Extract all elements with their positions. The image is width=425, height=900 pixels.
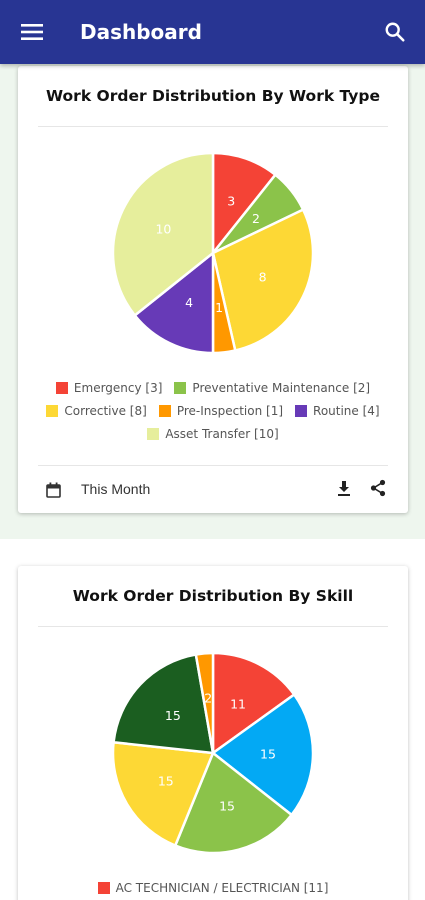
divider	[38, 626, 388, 627]
app-bar: Dashboard	[0, 0, 425, 64]
card-footer: This Month	[18, 466, 408, 512]
period-label[interactable]: This Month	[81, 481, 151, 497]
slice-value-label: 2	[204, 691, 212, 706]
legend-swatch	[174, 381, 187, 394]
card-title: Work Order Distribution By Skill	[72, 587, 354, 605]
share-icon[interactable]	[369, 479, 387, 497]
legend-swatch	[55, 381, 68, 394]
slice-value-label: 8	[259, 269, 267, 284]
skill-legend: AC TECHNICIAN / ELECTRICIAN [11]	[18, 876, 408, 899]
pie-slice[interactable]	[111, 151, 215, 318]
legend-row: Emergency [3] Preventative Maintenance [2…	[18, 376, 408, 399]
pie-slice[interactable]	[210, 692, 315, 817]
legend-item[interactable]: AC TECHNICIAN / ELECTRICIAN [11]	[97, 880, 329, 895]
slice-value-label: 2	[252, 211, 260, 226]
legend-label: Emergency [3]	[73, 380, 163, 395]
search-icon	[385, 22, 405, 42]
work-type-legend: Emergency [3] Preventative Maintenance [2…	[18, 376, 408, 445]
legend-label: Pre-Inspection [1]	[176, 403, 284, 418]
legend-label: AC TECHNICIAN / ELECTRICIAN [11]	[115, 880, 329, 895]
pie-slice[interactable]	[211, 207, 315, 352]
divider	[38, 465, 388, 466]
legend-swatch	[158, 404, 171, 417]
legend-swatch	[295, 404, 308, 417]
legend-item[interactable]: Routine [4]	[295, 404, 380, 418]
pie-slice[interactable]	[133, 250, 215, 355]
dashboard-scroll[interactable]: Work Order Distribution By Work Type 3 2 8…	[0, 64, 425, 900]
legend-row: Asset Transfer [10]	[18, 422, 408, 445]
pie-slice[interactable]	[111, 740, 215, 848]
page-title: Dashboard	[80, 20, 202, 44]
legend-swatch	[97, 881, 110, 894]
slice-value-label: 11	[230, 697, 246, 712]
legend-label: Asset Transfer [10]	[165, 426, 279, 441]
skill-pie-chart[interactable]: 11 15 15 15 15 2	[110, 650, 316, 856]
slice-value-label: 10	[155, 222, 171, 237]
legend-swatch	[46, 404, 59, 417]
slice-value-label: 15	[158, 774, 174, 789]
search-button[interactable]	[365, 0, 425, 64]
pie-slice[interactable]	[211, 151, 278, 257]
legend-label: Routine [4]	[313, 403, 380, 418]
legend-item[interactable]: Preventative Maintenance [2]	[174, 381, 370, 395]
slice-value-label: 4	[185, 295, 193, 310]
menu-button[interactable]	[0, 0, 64, 64]
slice-value-label: 15	[165, 708, 181, 723]
legend-item[interactable]: Emergency [3]	[55, 380, 163, 395]
legend-row: Corrective [8] Pre-Inspection [1] Routine …	[18, 399, 408, 422]
calendar-icon[interactable]	[46, 482, 61, 498]
skill-card: Work Order Distribution By Skill 11 15 15 1…	[18, 566, 408, 900]
card-title: Work Order Distribution By Work Type	[45, 87, 380, 105]
menu-icon	[21, 24, 43, 40]
legend-item[interactable]: Pre-Inspection [1]	[158, 403, 284, 418]
slice-value-label: 15	[260, 747, 276, 762]
pie-slice[interactable]	[211, 651, 296, 756]
slice-value-label: 1	[215, 300, 223, 315]
divider	[38, 126, 388, 127]
legend-label: Preventative Maintenance [2]	[192, 380, 371, 395]
slice-value-label: 15	[219, 799, 235, 814]
legend-label: Corrective [8]	[64, 403, 147, 418]
legend-row: AC TECHNICIAN / ELECTRICIAN [11]	[18, 876, 408, 899]
legend-item[interactable]: Corrective [8]	[46, 403, 147, 418]
work-type-card: Work Order Distribution By Work Type 3 2 8…	[18, 66, 408, 513]
pie-slice[interactable]	[194, 651, 215, 754]
slice-value-label: 3	[227, 194, 235, 209]
pie-slice[interactable]	[173, 750, 294, 855]
legend-swatch	[147, 427, 160, 440]
legend-item[interactable]: Asset Transfer [10]	[147, 426, 279, 441]
pie-slice[interactable]	[112, 653, 215, 755]
download-icon[interactable]	[335, 479, 353, 497]
